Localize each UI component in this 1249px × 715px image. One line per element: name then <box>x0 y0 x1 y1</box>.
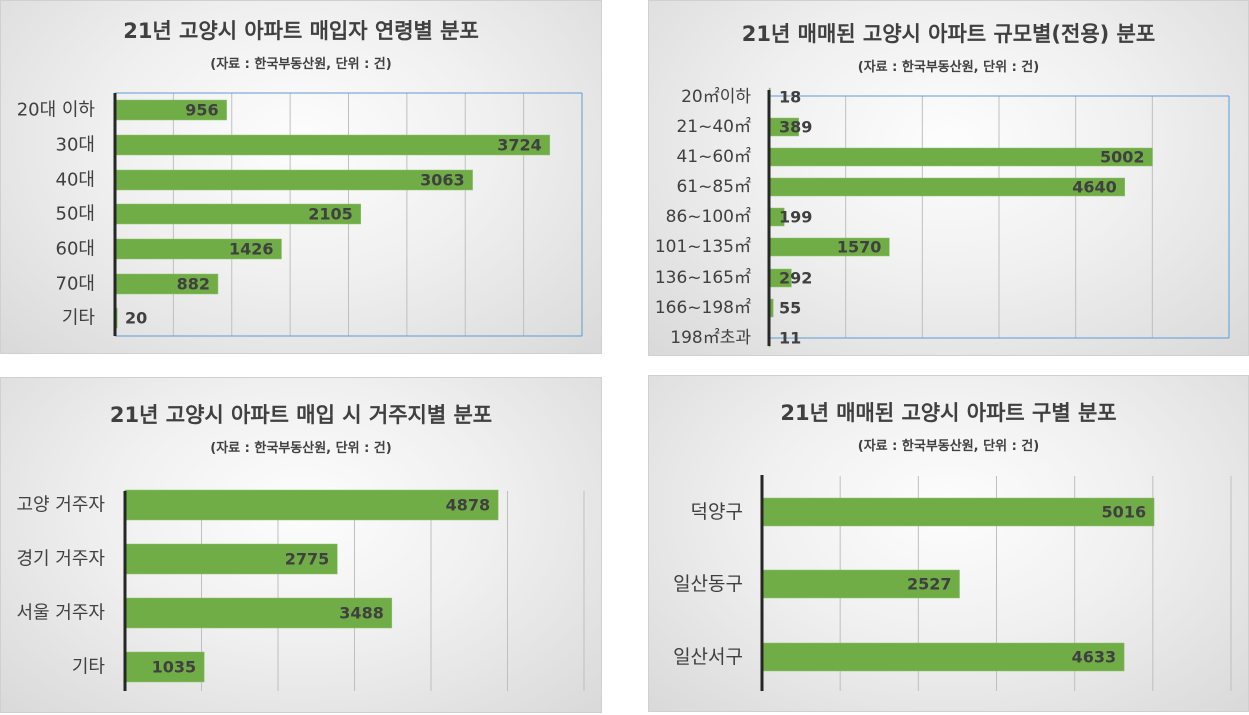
category-label: 일산동구 <box>673 573 743 595</box>
data-label: 1426 <box>229 240 274 259</box>
bar <box>124 597 393 629</box>
data-label: 389 <box>779 118 812 137</box>
data-label: 4633 <box>1072 648 1117 667</box>
data-label: 3063 <box>420 171 465 190</box>
data-label: 956 <box>185 101 218 120</box>
category-label: 86~100㎡ <box>666 207 751 227</box>
chart-panel-age: 21년 고양시 아파트 매입자 연령별 분포 (자료 : 한국부동산원, 단위 … <box>0 0 602 354</box>
data-label: 2105 <box>308 205 353 224</box>
category-label: 70대 <box>56 274 95 295</box>
category-label: 20㎡이하 <box>681 87 751 107</box>
category-label: 41~60㎡ <box>676 147 751 167</box>
residence-bar-chart: 고양 거주자 4878 경기 거주자 2775 서울 거주자 3488 기타 1035 <box>16 489 585 691</box>
bar <box>761 642 1125 672</box>
chart-panel-residence: 21년 고양시 아파트 매입 시 거주지별 분포 (자료 : 한국부동산원, 단… <box>0 377 602 713</box>
bar <box>124 543 338 575</box>
category-label: 기타 <box>62 308 96 329</box>
category-label: 고양 거주자 <box>16 495 105 516</box>
data-label: 5016 <box>1102 503 1147 522</box>
data-label: 292 <box>779 269 812 288</box>
data-label: 1035 <box>152 658 197 677</box>
category-label: 50대 <box>56 204 95 225</box>
bar <box>761 569 960 599</box>
category-label: 서울 거주자 <box>16 603 105 624</box>
category-label: 기타 <box>72 657 106 678</box>
data-label: 4640 <box>1072 178 1117 197</box>
bar <box>124 489 499 521</box>
category-label: 136~165㎡ <box>655 268 751 288</box>
chart-subtitle: (자료 : 한국부동산원, 단위 : 건) <box>857 439 1040 454</box>
chart-title: 21년 고양시 아파트 매입자 연령별 분포 <box>123 19 479 43</box>
district-bar-chart: 덕양구 5016 일산동구 2527 일산서구 4633 <box>673 475 1232 691</box>
category-label: 166~198㎡ <box>655 298 751 318</box>
category-label: 61~85㎡ <box>676 177 751 197</box>
chart-panel-size: 21년 매매된 고양시 아파트 규모별(전용) 분포 (자료 : 한국부동산원,… <box>648 0 1249 356</box>
data-label: 20 <box>125 309 147 328</box>
data-label: 3488 <box>339 604 384 623</box>
data-label: 3724 <box>497 136 542 155</box>
data-label: 18 <box>779 88 801 107</box>
data-label: 882 <box>177 275 210 294</box>
age-bar-chart: 20대 이하 956 30대 3724 40대 3063 50대 2105 60대 1426 70대… <box>17 92 583 337</box>
category-label: 30대 <box>56 135 95 156</box>
data-label: 5002 <box>1100 148 1145 167</box>
data-label: 2775 <box>285 550 330 569</box>
category-label: 21~40㎡ <box>676 117 751 137</box>
category-label: 60대 <box>56 239 95 260</box>
category-label: 일산서구 <box>673 646 743 668</box>
data-label: 199 <box>779 208 812 227</box>
chart-subtitle: (자료 : 한국부동산원, 단위 : 건) <box>210 441 392 456</box>
data-label: 55 <box>779 299 801 318</box>
category-label: 20대 이하 <box>17 100 96 121</box>
bar <box>768 147 1153 167</box>
chart-title: 21년 고양시 아파트 매입 시 거주지별 분포 <box>109 403 493 427</box>
size-bar-chart: 20㎡이하 18 21~40㎡ 389 41~60㎡ 5002 61~85㎡ 4640 86~1… <box>655 87 1230 348</box>
chart-subtitle: (자료 : 한국부동산원, 단위 : 건) <box>210 57 392 72</box>
category-label: 경기 거주자 <box>16 549 105 570</box>
category-label: 덕양구 <box>691 501 743 523</box>
data-label: 4878 <box>446 496 491 515</box>
bar <box>114 169 473 191</box>
data-label: 2527 <box>907 575 952 594</box>
chart-title: 21년 매매된 고양시 아파트 구별 분포 <box>780 401 1117 425</box>
bar <box>761 497 1155 527</box>
data-label: 11 <box>779 329 801 348</box>
data-label: 1570 <box>837 238 882 257</box>
category-label: 198㎡초과 <box>670 328 751 348</box>
chart-title: 21년 매매된 고양시 아파트 규모별(전용) 분포 <box>741 22 1156 46</box>
category-label: 101~135㎡ <box>655 237 751 257</box>
category-label: 40대 <box>56 170 95 191</box>
chart-subtitle: (자료 : 한국부동산원, 단위 : 건) <box>857 60 1040 75</box>
chart-panel-district: 21년 매매된 고양시 아파트 구별 분포 (자료 : 한국부동산원, 단위 :… <box>648 375 1249 712</box>
bar <box>114 134 551 156</box>
